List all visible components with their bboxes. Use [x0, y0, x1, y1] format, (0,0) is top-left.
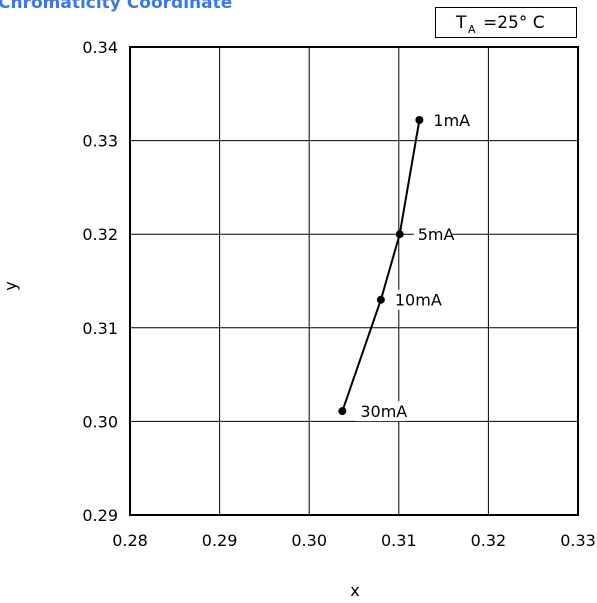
x-tick-label: 0.29 — [202, 531, 238, 550]
x-tick-label: 0.32 — [471, 531, 507, 550]
tick-labels: 0.28 0.29 0.30 0.31 0.32 0.33 0.29 0.30 0.31 0.32… — [82, 38, 595, 550]
condition-value: =25° C — [483, 13, 545, 33]
chart-title: Chromaticity Coordinate — [0, 0, 233, 13]
x-tick-label: 0.28 — [112, 531, 148, 550]
y-tick-label: 0.29 — [82, 506, 118, 525]
series: 1mA 5mA 10mA 30mA — [338, 110, 470, 422]
condition-symbol: T — [456, 13, 467, 33]
x-tick-label: 0.30 — [291, 531, 327, 550]
data-label: 5mA — [418, 225, 455, 244]
data-point — [395, 230, 404, 239]
data-label: 10mA — [395, 291, 442, 310]
y-tick-label: 0.32 — [82, 225, 118, 244]
y-tick-label: 0.33 — [82, 132, 118, 151]
y-axis-label: y — [1, 281, 20, 290]
y-tick-label: 0.31 — [82, 319, 118, 338]
data-point — [415, 116, 424, 125]
grid — [129, 46, 579, 516]
x-axis-label: x — [350, 581, 359, 600]
condition-box: T A =25° C — [435, 7, 577, 38]
data-label-bg — [413, 224, 453, 245]
data-label: 1mA — [433, 111, 470, 130]
y-tick-label: 0.30 — [82, 412, 118, 431]
data-label-bg — [356, 401, 406, 422]
series-line — [341, 119, 421, 412]
x-tick-label: 0.33 — [560, 531, 596, 550]
data-label-bg — [390, 289, 440, 310]
x-tick-label: 0.31 — [381, 531, 417, 550]
data-label: 30mA — [360, 402, 407, 421]
y-tick-label: 0.34 — [82, 38, 118, 57]
data-label-bg — [429, 110, 469, 131]
condition-subscript: A — [468, 23, 476, 36]
data-point — [376, 295, 385, 304]
data-point — [338, 407, 347, 416]
plot-frame — [129, 46, 579, 516]
